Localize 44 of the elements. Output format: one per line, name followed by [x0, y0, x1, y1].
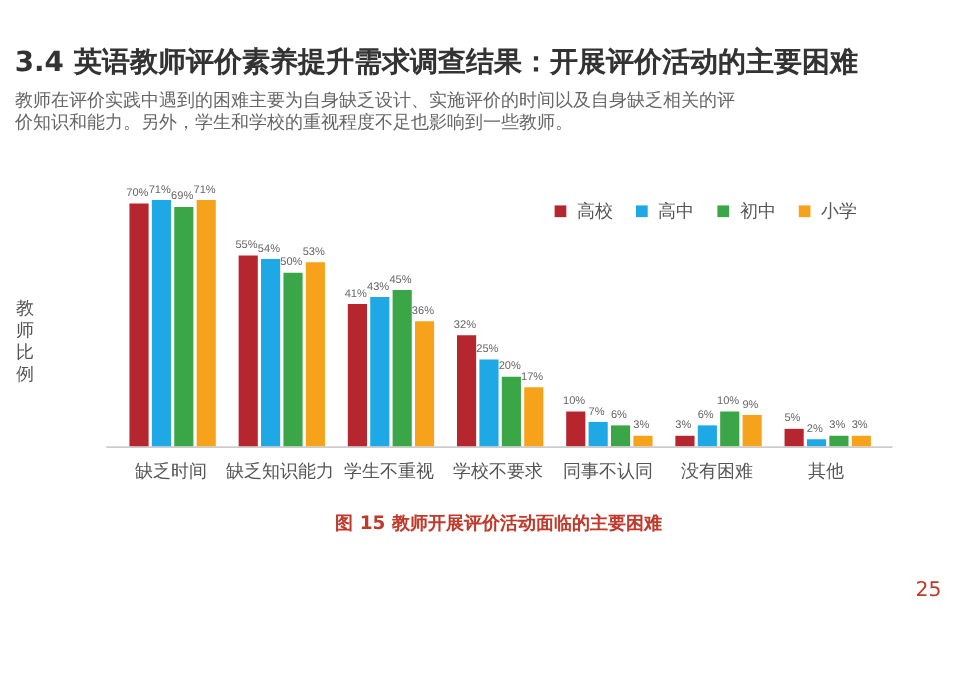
x-tick-label: 学校不要求	[453, 460, 544, 483]
bar	[261, 258, 281, 447]
x-tick-label: 没有困难	[680, 460, 753, 483]
bar	[742, 414, 762, 447]
x-tick-label: 缺乏时间	[134, 460, 207, 483]
bar	[238, 255, 258, 447]
bar	[151, 199, 171, 447]
bar	[675, 435, 695, 447]
y-axis-title: 教师比例	[15, 297, 34, 387]
legend-label: 高中	[658, 200, 695, 223]
x-tick-label: 其他	[808, 460, 845, 483]
bar	[283, 272, 303, 447]
bar	[633, 435, 653, 447]
bar	[129, 203, 149, 447]
x-tick-label: 同事不认同	[562, 460, 653, 483]
legend-label: 小学	[821, 200, 858, 223]
bar	[305, 262, 325, 447]
chart-subtitle: 教师在评价实践中遇到的困难主要为自身缺乏设计、实施评价的时间以及自身缺乏相关的评价知识和能力。另外，学生和学校的重视程度不足也影响到一些教师。	[12, 89, 735, 135]
bar	[588, 421, 608, 447]
bar	[784, 428, 804, 447]
bar	[392, 290, 412, 447]
legend-label: 初中	[739, 200, 776, 223]
bar	[457, 335, 477, 447]
bar	[697, 425, 717, 447]
bar	[174, 206, 194, 447]
bar	[370, 297, 390, 447]
caption: 图 15 教师开展评价活动面临的主要困难	[335, 513, 662, 536]
bar	[479, 359, 499, 447]
chart-title: 3.4 英语教师评价素养提升需求调查结果：开展评价活动的主要困难	[14, 44, 858, 79]
bar	[196, 199, 216, 447]
bar	[720, 411, 740, 447]
x-tick-label: 学生不重视	[344, 460, 435, 483]
legend-label: 高校	[577, 200, 614, 223]
bar	[347, 303, 367, 447]
bar	[829, 435, 849, 447]
bar	[806, 439, 827, 447]
x-tick-label: 缺乏知识能力	[226, 460, 335, 483]
bar	[851, 435, 871, 447]
bar	[610, 425, 631, 447]
text: 25	[915, 580, 942, 603]
bar	[524, 387, 544, 447]
bar	[415, 321, 435, 447]
bar	[566, 411, 586, 447]
bar	[501, 376, 521, 447]
